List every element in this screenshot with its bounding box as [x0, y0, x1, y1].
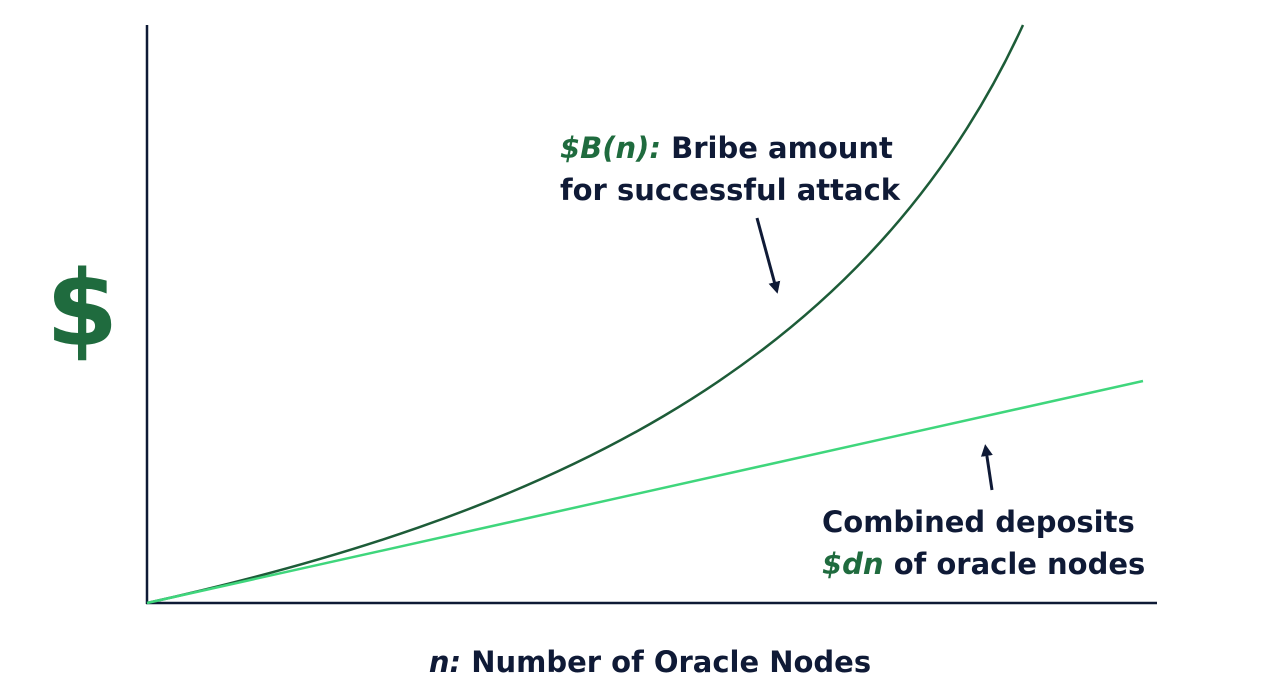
- deposit-line: [146, 379, 1144, 605]
- annotation: Combined deposits: [822, 505, 1135, 539]
- symbol: $dn: [822, 547, 884, 581]
- arrow: [980, 444, 994, 491]
- bribe-curve: [146, 24, 1025, 605]
- annotation: $B(n): Bribe amount: [560, 131, 893, 165]
- y-axis-label: $: [46, 248, 118, 370]
- x-axis-label: n: Number of Oracle Nodes: [429, 645, 871, 679]
- symbol: n:: [429, 645, 461, 679]
- annotation: $dn of oracle nodes: [822, 547, 1145, 581]
- arrow: [755, 217, 781, 294]
- symbol: $B(n):: [560, 131, 661, 165]
- text: Bribe amount: [671, 131, 893, 165]
- annotation: for successful attack: [560, 173, 901, 207]
- text: Number of Oracle Nodes: [471, 645, 871, 679]
- text: of oracle nodes: [894, 547, 1146, 581]
